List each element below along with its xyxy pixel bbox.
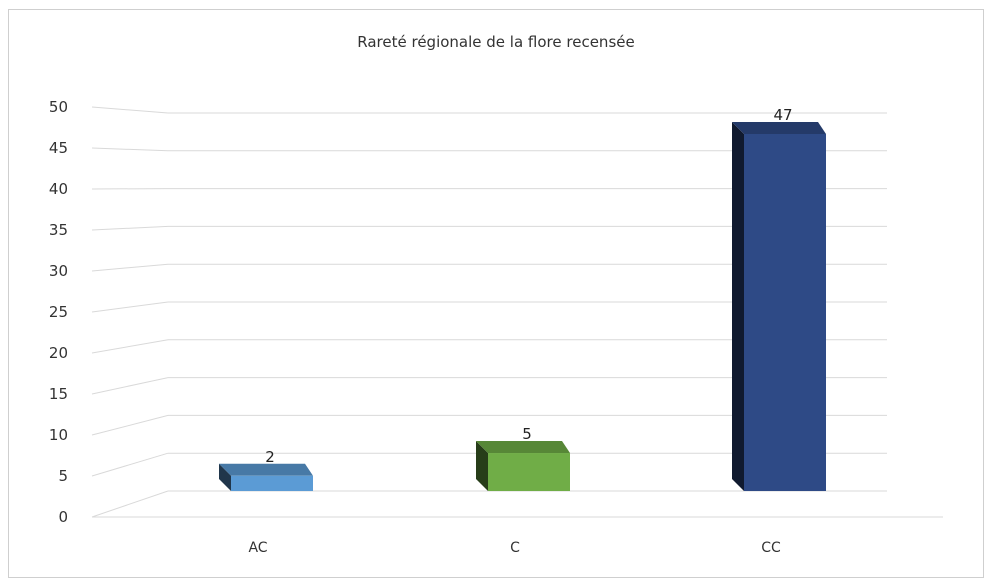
y-tick-label: 35 — [49, 221, 68, 239]
bar-front-C — [488, 453, 570, 491]
gridline-left-35 — [91, 225, 169, 231]
category-label-CC: CC — [761, 540, 781, 556]
bar-top-CC — [732, 122, 826, 134]
gridline-left-50 — [91, 106, 169, 114]
bar-front-CC — [744, 134, 826, 491]
bar-C — [476, 441, 570, 491]
y-tick-label: 30 — [49, 262, 68, 280]
gridline-left-15 — [91, 377, 169, 395]
gridline-left-20 — [91, 339, 169, 354]
gridline-left-25 — [91, 301, 169, 313]
y-tick-label: 5 — [58, 467, 68, 485]
y-tick-label: 0 — [58, 508, 68, 526]
gridline-left-0 — [91, 490, 169, 518]
bar-side-C — [476, 441, 488, 491]
gridline-left-10 — [91, 414, 169, 436]
y-tick-label: 40 — [49, 180, 68, 198]
gridline-left-30 — [91, 263, 169, 272]
bar-CC — [732, 122, 826, 491]
y-tick-label: 45 — [49, 139, 68, 157]
bar-front-AC — [231, 475, 313, 491]
bar-AC — [219, 463, 313, 491]
gridline-left-45 — [91, 147, 169, 152]
category-label-C: C — [510, 540, 520, 556]
y-tick-label: 15 — [49, 385, 68, 403]
category-label-AC: AC — [248, 540, 267, 556]
gridline-left-5 — [91, 452, 169, 477]
bar-top-AC — [219, 463, 313, 476]
chart-title: Rareté régionale de la flore recensée — [357, 33, 634, 51]
bar-top-C — [476, 441, 570, 454]
data-label-CC: 47 — [773, 106, 792, 124]
y-tick-label: 10 — [49, 426, 68, 444]
bar-side-AC — [219, 463, 231, 491]
data-label-C: 5 — [522, 425, 532, 443]
data-label-AC: 2 — [265, 448, 275, 466]
bar-side-CC — [732, 122, 744, 491]
y-tick-label: 25 — [49, 303, 68, 321]
y-tick-label: 20 — [49, 344, 68, 362]
y-tick-label: 50 — [49, 98, 68, 116]
